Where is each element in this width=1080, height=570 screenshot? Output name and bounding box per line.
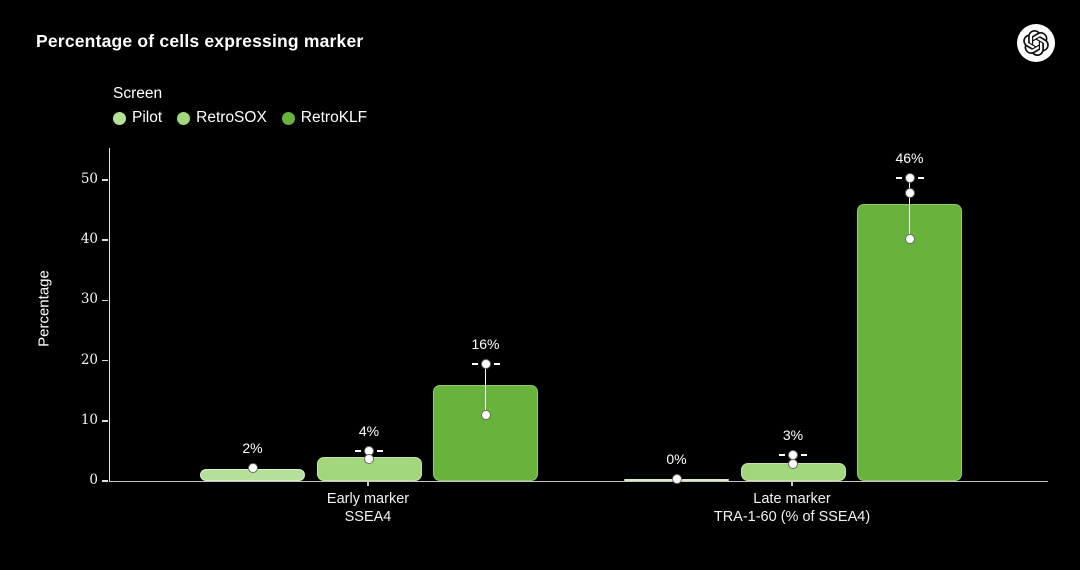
y-tick-mark xyxy=(102,179,108,181)
data-point-dot xyxy=(364,453,374,464)
error-bar-cap xyxy=(895,177,902,180)
error-bar-cap xyxy=(355,449,361,452)
legend-item: RetroSOX xyxy=(177,109,267,127)
legend-swatch-icon xyxy=(113,111,126,125)
error-bar-line xyxy=(484,363,487,415)
x-category-line1: Late marker xyxy=(753,491,831,507)
legend: Screen Pilot RetroSOX RetroKLF xyxy=(113,85,367,127)
legend-items: Pilot RetroSOX RetroKLF xyxy=(113,109,367,127)
openai-logo-icon xyxy=(1023,30,1049,56)
y-tick-mark xyxy=(102,420,108,422)
bar-value-label: 0% xyxy=(666,451,687,468)
x-tick-mark xyxy=(791,481,793,486)
legend-item-label: Pilot xyxy=(132,109,163,126)
y-tick-label: 0 xyxy=(89,472,98,488)
legend-item-label: RetroSOX xyxy=(196,109,267,126)
bar-value-label: 2% xyxy=(242,439,263,456)
y-tick-mark xyxy=(102,239,108,241)
legend-item: Pilot xyxy=(113,109,162,127)
x-category-line1: Early marker xyxy=(326,491,410,507)
data-point-dot xyxy=(480,409,491,420)
data-point-dot xyxy=(904,188,915,199)
data-point-dot xyxy=(480,358,491,369)
legend-swatch-icon xyxy=(177,111,191,125)
data-point-dot xyxy=(671,474,682,485)
x-category-line2: TRA-1-60 (% of SSEA4) xyxy=(713,509,871,525)
error-bar-cap xyxy=(377,449,383,452)
bar-value-label: 46% xyxy=(895,150,924,167)
x-category-label: Late marker TRA-1-60 (% of SSEA4) xyxy=(714,490,870,526)
error-bar-line xyxy=(908,178,911,239)
y-tick-mark xyxy=(102,480,108,482)
error-bar-cap xyxy=(801,454,807,457)
y-tick-label: 30 xyxy=(80,291,98,308)
error-bar-cap xyxy=(917,177,924,180)
legend-title: Screen xyxy=(113,85,163,102)
bar-value-label: 3% xyxy=(782,427,804,444)
x-category-line2: SSEA4 xyxy=(344,509,392,525)
data-point-dot xyxy=(788,458,798,469)
y-tick-mark xyxy=(102,359,108,362)
error-bar-cap xyxy=(779,454,785,457)
y-tick-label: 40 xyxy=(80,231,98,248)
openai-logo-badge xyxy=(1017,24,1055,62)
y-tick-label: 50 xyxy=(80,170,98,187)
bar xyxy=(857,204,962,481)
bar xyxy=(433,384,538,481)
x-tick-mark xyxy=(367,481,369,486)
x-category-label: Early marker SSEA4 xyxy=(327,490,409,526)
y-axis-title: Percentage xyxy=(35,270,53,347)
legend-item-label: RetroKLF xyxy=(300,109,368,126)
data-point-dot xyxy=(904,173,915,184)
y-tick-label: 10 xyxy=(80,411,98,428)
y-tick-label: 20 xyxy=(80,351,98,368)
bar-value-label: 4% xyxy=(358,422,380,439)
data-point-dot xyxy=(904,233,915,244)
bar-value-label: 16% xyxy=(471,335,500,352)
y-tick-mark xyxy=(102,299,108,302)
data-point-dot xyxy=(247,462,258,473)
plot-area: 2% 0% 4% 3% 16% 46% xyxy=(109,148,1048,485)
legend-swatch-icon xyxy=(281,111,295,125)
error-bar-cap xyxy=(493,362,500,365)
chart-title: Percentage of cells expressing marker xyxy=(36,31,364,51)
legend-item: RetroKLF xyxy=(281,109,368,127)
error-bar-cap xyxy=(471,362,478,365)
